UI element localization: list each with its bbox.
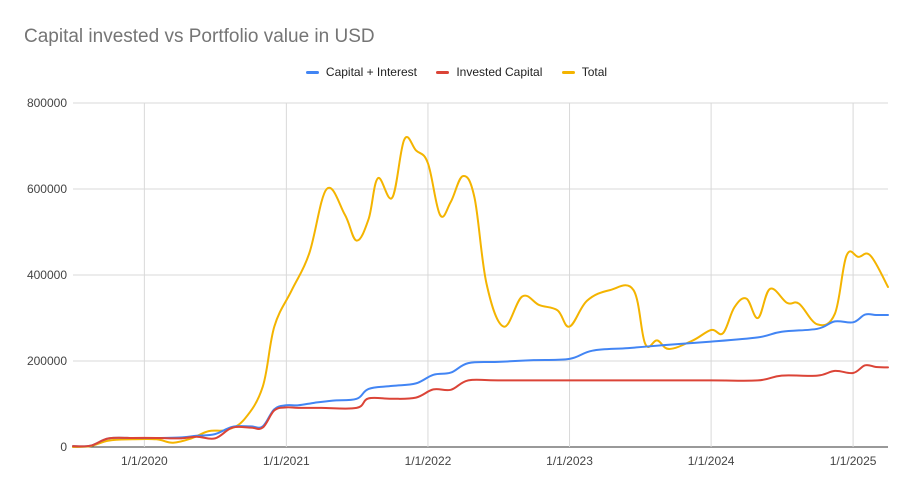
y-tick-label: 800000 — [27, 96, 67, 110]
series-line-capital-interest — [72, 313, 889, 448]
legend-swatch-capital-interest — [305, 71, 319, 75]
legend-swatch-total — [561, 71, 575, 75]
legend-item-capital-interest[interactable]: Capital + Interest — [305, 64, 417, 79]
y-tick-label: 0 — [60, 440, 67, 454]
legend-item-invested-capital[interactable]: Invested Capital — [436, 65, 542, 79]
x-tick-label: 1/1/2022 — [405, 454, 452, 468]
y-tick-label: 600000 — [27, 182, 67, 196]
legend-label-total: Total — [581, 64, 608, 79]
legend-label-capital-interest: Capital + Interest — [325, 64, 417, 79]
legend-label-invested-capital: Invested Capital — [456, 64, 543, 79]
chart-title: Capital invested vs Portfolio value in U… — [24, 26, 375, 47]
legend-item-total[interactable]: Total — [561, 64, 608, 79]
legend: Capital + Interest Invested Capital Tota… — [0, 64, 913, 79]
x-tick-label: 1/1/2025 — [830, 454, 877, 468]
x-tick-label: 1/1/2020 — [121, 454, 168, 468]
x-tick-label: 1/1/2024 — [688, 454, 735, 468]
x-tick-label: 1/1/2021 — [263, 454, 310, 468]
series-line-total — [72, 136, 889, 448]
series-line-invested-capital — [72, 364, 889, 448]
x-tick-label: 1/1/2023 — [546, 454, 593, 468]
y-tick-label: 400000 — [27, 268, 67, 282]
y-tick-label: 200000 — [27, 354, 67, 368]
legend-swatch-invested-capital — [436, 71, 450, 75]
